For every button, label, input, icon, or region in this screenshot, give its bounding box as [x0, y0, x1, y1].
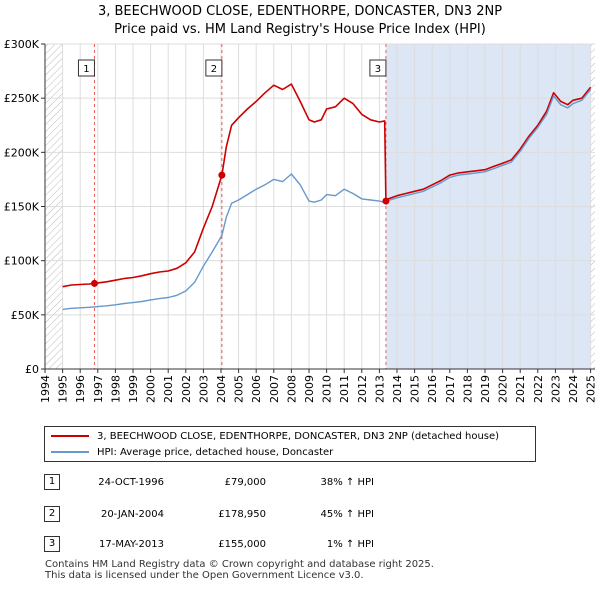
- x-tick-label: 1997: [92, 375, 105, 403]
- x-tick-label: 1995: [57, 375, 70, 403]
- y-tick-label: £150K: [4, 201, 40, 214]
- sale-price: £155,000: [218, 539, 266, 550]
- x-tick-label: 1999: [127, 375, 140, 403]
- sale-label-number: 1: [83, 64, 89, 75]
- sale-point: [90, 279, 98, 287]
- sale-date: 20-JAN-2004: [100, 509, 164, 520]
- x-tick-label: 2008: [285, 375, 298, 403]
- sale-label-number: 2: [211, 64, 217, 75]
- legend-swatch-hpi: [51, 451, 89, 453]
- sale-price: £178,950: [218, 509, 266, 520]
- x-tick-label: 2003: [197, 375, 210, 403]
- x-tick-label: 2017: [444, 375, 457, 403]
- x-tick-label: 2010: [321, 375, 334, 403]
- sale-point: [218, 171, 226, 179]
- price-paid-line: [62, 83, 592, 288]
- x-tick-label: 2015: [409, 375, 422, 403]
- y-tick-label: £50K: [11, 309, 40, 322]
- sale-hpi-change: 45% ↑ HPI: [320, 509, 374, 520]
- x-tick-label: 2013: [373, 375, 386, 403]
- x-tick-label: 2014: [391, 375, 404, 403]
- legend: 3, BEECHWOOD CLOSE, EDENTHORPE, DONCASTE…: [44, 426, 536, 462]
- x-tick-label: 2025: [585, 375, 598, 403]
- footer-attribution: Contains HM Land Registry data © Crown c…: [45, 559, 434, 581]
- sale-date: 17-MAY-2013: [98, 539, 164, 550]
- x-tick-label: 2006: [250, 375, 263, 403]
- y-tick-label: £100K: [4, 255, 40, 268]
- x-tick-label: 2012: [356, 375, 369, 403]
- sale-number-box: 1: [44, 474, 60, 490]
- x-tick-label: 2016: [426, 375, 439, 403]
- legend-item-price-paid: 3, BEECHWOOD CLOSE, EDENTHORPE, DONCASTE…: [51, 429, 499, 445]
- x-tick-label: 2004: [215, 375, 228, 403]
- x-tick-label: 2023: [549, 375, 562, 403]
- sale-label-box: [205, 59, 223, 77]
- sale-label-box: [77, 59, 95, 77]
- sale-label-box: [369, 59, 387, 77]
- x-tick-label: 2000: [145, 375, 158, 403]
- y-tick-label: £300K: [4, 38, 40, 51]
- x-tick-label: 2005: [233, 375, 246, 403]
- y-tick-label: £200K: [4, 146, 40, 159]
- x-tick-label: 2002: [180, 375, 193, 403]
- x-tick-label: 2021: [514, 375, 527, 403]
- legend-swatch-price-paid: [51, 435, 89, 437]
- x-tick-label: 2001: [162, 375, 175, 403]
- price-chart: £0 £50K £100K £150K £200K £250K £300K 1994 1995 1…: [4, 38, 598, 403]
- hpi-line: [62, 89, 592, 311]
- sale-price: £79,000: [224, 477, 266, 488]
- chart-title-line1: 3, BEECHWOOD CLOSE, EDENTHORPE, DONCASTE…: [97, 4, 503, 19]
- x-tick-label: 2024: [567, 375, 580, 403]
- sale-date: 24-OCT-1996: [98, 477, 164, 488]
- legend-label-hpi: HPI: Average price, detached house, Donc…: [97, 447, 334, 458]
- chart-title: 3, BEECHWOOD CLOSE, EDENTHORPE, DONCASTE…: [0, 3, 600, 39]
- x-tick-label: 2009: [303, 375, 316, 403]
- legend-item-hpi: HPI: Average price, detached house, Donc…: [51, 445, 333, 461]
- x-tick-label: 1994: [39, 375, 52, 403]
- x-tick-label: 2011: [338, 375, 351, 403]
- sale-point: [382, 197, 390, 205]
- x-tick-label: 1996: [74, 375, 87, 403]
- x-tick-label: 2018: [461, 375, 474, 403]
- footer-line1: Contains HM Land Registry data © Crown c…: [45, 559, 434, 570]
- legend-label-price-paid: 3, BEECHWOOD CLOSE, EDENTHORPE, DONCASTE…: [97, 431, 500, 442]
- footer-line2: This data is licensed under the Open Gov…: [45, 570, 364, 581]
- x-tick-label: 2020: [497, 375, 510, 403]
- x-tick-label: 2022: [532, 375, 545, 403]
- sale-label-number: 3: [375, 64, 381, 75]
- sale-number-box: 3: [44, 536, 60, 552]
- sale-number-box: 2: [44, 506, 60, 522]
- x-tick-label: 1998: [109, 375, 122, 403]
- x-tick-label: 2007: [268, 375, 281, 403]
- chart-title-line2: Price paid vs. HM Land Registry's House …: [114, 22, 486, 37]
- x-tick-label: 2019: [479, 375, 492, 403]
- y-tick-label: £0: [25, 363, 39, 376]
- sale-hpi-change: 38% ↑ HPI: [320, 477, 374, 488]
- sale-hpi-change: 1% ↑ HPI: [326, 539, 374, 550]
- y-tick-label: £250K: [4, 92, 40, 105]
